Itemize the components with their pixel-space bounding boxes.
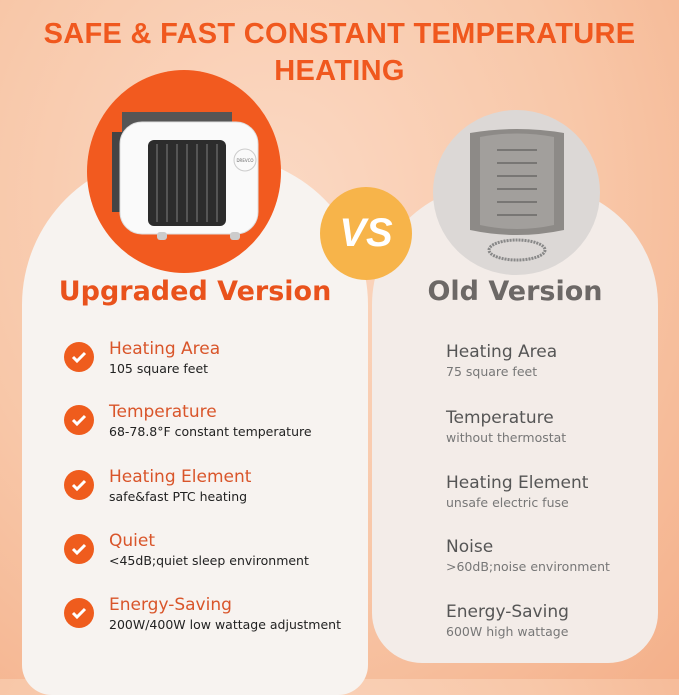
- feature-item: Temperature without thermostat: [446, 407, 566, 447]
- feature-desc: >60dB;noise environment: [446, 559, 610, 574]
- check-icon: [64, 470, 94, 500]
- feature-item: Noise >60dB;noise environment: [446, 536, 610, 576]
- check-icon: [64, 534, 94, 564]
- feature-title: Energy-Saving: [109, 595, 232, 615]
- vs-badge: VS: [320, 187, 412, 280]
- feature-item: Heating Area 75 square feet: [446, 341, 557, 381]
- feature-title: Heating Area: [109, 339, 221, 359]
- feature-desc: safe&fast PTC heating: [109, 489, 248, 504]
- feature-desc: <45dB;quiet sleep environment: [109, 553, 309, 568]
- feature-desc: unsafe electric fuse: [446, 495, 569, 510]
- feature-title: Heating Area: [446, 342, 558, 362]
- page-title: SAFE & FAST CONSTANT TEMPERATURE HEATING: [43, 18, 636, 87]
- feature-desc: 68-78.8°F constant temperature: [109, 424, 312, 439]
- feature-desc: 600W high wattage: [446, 624, 569, 639]
- feature-title: Temperature: [109, 402, 217, 422]
- feature-item: Heating Element unsafe electric fuse: [446, 472, 588, 512]
- old-heading: Old Version: [427, 276, 603, 307]
- feature-title: Quiet: [109, 531, 156, 551]
- old-heating-element-image: [470, 129, 564, 262]
- feature-desc: 105 square feet: [109, 361, 209, 376]
- feature-desc: 75 square feet: [446, 364, 538, 379]
- check-icon: [64, 342, 94, 372]
- check-icon: [64, 598, 94, 628]
- feature-title: Energy-Saving: [446, 602, 569, 622]
- heater-product-image: DREVCO: [112, 112, 259, 240]
- upgraded-heading: Upgraded Version: [58, 276, 332, 307]
- brand-label: DREVCO: [236, 158, 253, 163]
- feature-title: Temperature: [446, 408, 554, 428]
- feature-item: Energy-Saving 600W high wattage: [446, 601, 569, 641]
- feature-desc: without thermostat: [446, 430, 567, 445]
- check-icon: [64, 405, 94, 435]
- feature-title: Heating Element: [109, 467, 252, 487]
- feature-title: Heating Element: [446, 473, 589, 493]
- feature-title: Noise: [446, 537, 494, 557]
- feature-desc: 200W/400W low wattage adjustment: [109, 617, 341, 632]
